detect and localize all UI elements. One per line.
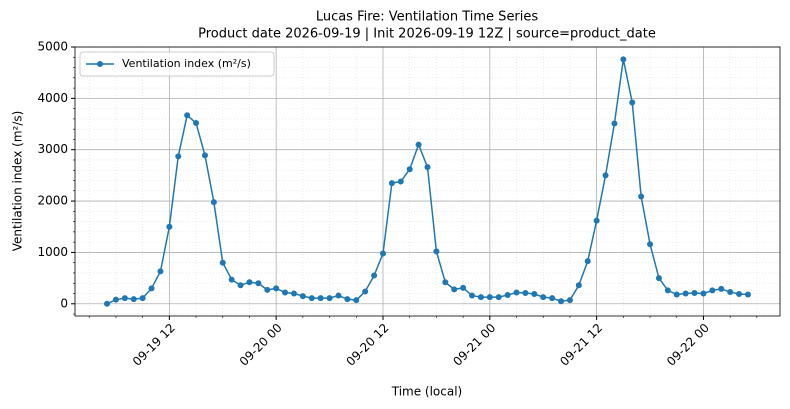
data-point <box>121 295 128 302</box>
data-point <box>388 180 395 187</box>
legend-box <box>79 51 275 77</box>
data-point <box>139 295 146 302</box>
data-point <box>415 141 422 148</box>
data-point <box>299 293 306 300</box>
data-point <box>157 268 164 275</box>
data-point <box>362 288 369 295</box>
data-point <box>148 285 155 292</box>
data-point <box>611 120 618 127</box>
data-point <box>406 166 413 173</box>
data-point <box>638 193 645 200</box>
data-point <box>379 250 386 257</box>
data-point <box>620 56 627 63</box>
data-point <box>540 294 547 301</box>
data-point <box>264 286 271 293</box>
data-point <box>647 241 654 248</box>
y-tick-label: 4000 <box>37 91 68 105</box>
x-tick-label: 09-19 12 <box>130 321 178 369</box>
x-axis-label: Time (local) <box>391 385 463 399</box>
data-point <box>166 223 173 230</box>
y-tick-label: 1000 <box>37 245 68 259</box>
data-point <box>193 120 200 127</box>
data-point <box>664 287 671 294</box>
series-line <box>106 59 748 305</box>
data-point <box>228 276 235 283</box>
data-point <box>308 295 315 302</box>
data-point <box>736 291 743 298</box>
data-point <box>700 290 707 297</box>
data-point <box>549 295 556 302</box>
x-tick-label: 09-22 00 <box>664 321 712 369</box>
data-point <box>673 291 680 298</box>
data-point <box>486 294 493 301</box>
data-point <box>290 290 297 297</box>
data-point <box>335 292 342 299</box>
data-point <box>210 199 217 206</box>
data-point <box>219 259 226 266</box>
data-point <box>531 291 538 298</box>
data-point <box>433 248 440 255</box>
grid <box>75 46 780 316</box>
data-point <box>727 288 734 295</box>
data-point <box>104 300 111 307</box>
data-point <box>558 298 565 305</box>
x-tick-label: 09-20 12 <box>344 321 392 369</box>
y-tick-label: 2000 <box>37 194 68 208</box>
plot-frame <box>74 46 781 317</box>
data-point <box>566 297 573 304</box>
y-tick-label: 5000 <box>37 40 68 54</box>
data-point <box>451 286 458 293</box>
data-point <box>575 282 582 289</box>
data-point <box>255 280 262 287</box>
data-point <box>201 152 208 159</box>
data-point <box>513 289 520 296</box>
data-point <box>424 164 431 171</box>
data-point <box>655 275 662 282</box>
data-point <box>175 153 182 160</box>
y-axis-label: Ventilation index (m²/s) <box>11 111 25 252</box>
data-point <box>718 285 725 292</box>
legend-marker <box>97 61 103 67</box>
data-point <box>522 289 529 296</box>
data-point <box>282 289 289 296</box>
x-tick-label: 09-21 12 <box>557 321 605 369</box>
data-point <box>317 295 324 302</box>
data-point <box>273 285 280 292</box>
data-point <box>184 112 191 119</box>
data-point <box>130 296 137 303</box>
data-point <box>442 279 449 286</box>
data-point <box>691 289 698 296</box>
data-point <box>629 99 636 106</box>
data-point <box>397 178 404 185</box>
data-point <box>682 290 689 297</box>
y-tick-label: 0 <box>60 296 68 310</box>
x-tick-label: 09-20 00 <box>237 321 285 369</box>
chart-subtitle: Product date 2026-09-19 | Init 2026-09-1… <box>198 27 656 42</box>
data-point <box>709 287 716 294</box>
legend-label: Ventilation index (m²/s) <box>122 57 251 70</box>
data-point <box>344 296 351 303</box>
data-point <box>326 295 333 302</box>
data-point <box>353 297 360 304</box>
y-tick-label: 3000 <box>37 142 68 156</box>
data-point <box>371 272 378 279</box>
data-point <box>477 294 484 301</box>
data-point <box>246 279 253 286</box>
data-point <box>460 284 467 291</box>
x-tick-label: 09-21 00 <box>450 321 498 369</box>
data-point <box>602 172 609 179</box>
data-point <box>112 296 119 303</box>
data-point <box>744 291 751 298</box>
data-point <box>237 282 244 289</box>
chart-title: Lucas Fire: Ventilation Time Series <box>316 10 539 25</box>
data-point <box>495 294 502 301</box>
data-point <box>593 217 600 224</box>
data-point <box>504 292 511 299</box>
data-point <box>469 292 476 299</box>
data-point <box>584 258 591 265</box>
